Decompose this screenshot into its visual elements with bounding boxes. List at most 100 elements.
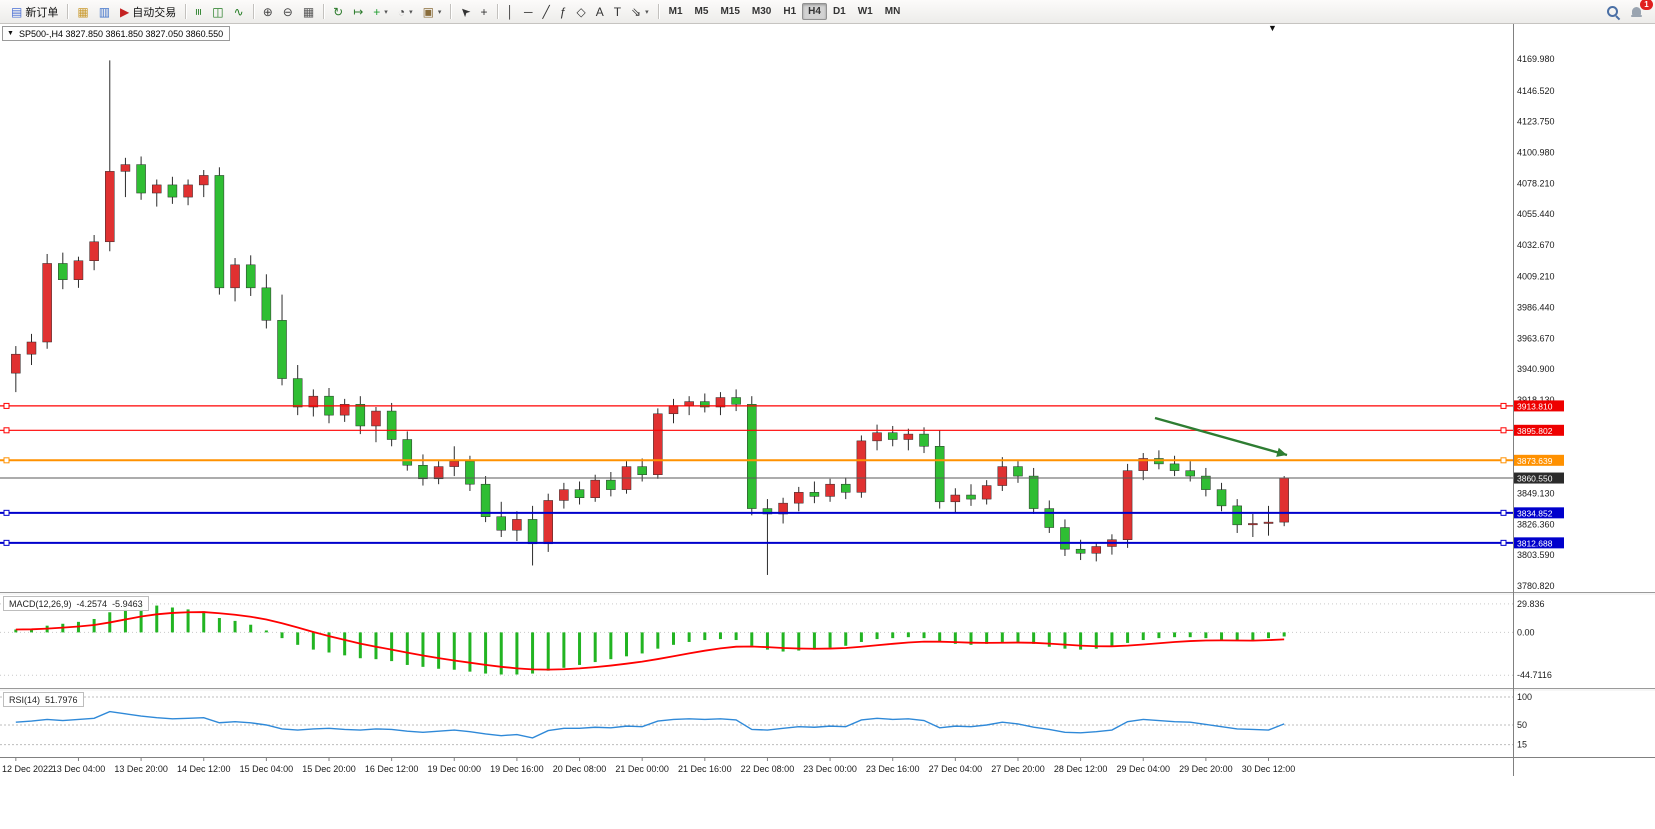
line-handle[interactable] — [3, 402, 10, 409]
periods-button[interactable]: ◔ ▾ — [393, 1, 418, 23]
search-button[interactable] — [1601, 1, 1625, 23]
level-price-badge: 3913.810 — [1514, 400, 1564, 412]
svg-text:3834.852: 3834.852 — [1517, 508, 1553, 518]
rsi-value: 51.7976 — [45, 694, 78, 705]
toolbar-separator — [657, 4, 659, 19]
tf-d1-button[interactable]: D1 — [832, 6, 846, 17]
toolbar-separator — [67, 4, 69, 19]
vertical-line-icon: │ — [506, 4, 515, 19]
line-handle[interactable] — [1500, 509, 1507, 516]
tf-m5-button[interactable]: M5 — [694, 6, 709, 17]
horizontal-line-object[interactable] — [0, 539, 1513, 546]
svg-text:-44.7116: -44.7116 — [1517, 670, 1552, 680]
vertical-line-button[interactable]: │ — [502, 1, 520, 23]
chart-collapse-icon[interactable]: ▼ — [7, 30, 14, 37]
svg-text:29.836: 29.836 — [1517, 599, 1545, 609]
macd-pane — [0, 603, 1513, 676]
tile-windows-button[interactable]: ▦ — [298, 1, 319, 23]
line-handle[interactable] — [1500, 457, 1507, 464]
trendline-button[interactable]: ╱ — [538, 1, 555, 23]
tf-m15-button[interactable]: M15 — [720, 6, 740, 17]
line-handle[interactable] — [3, 539, 10, 546]
horizontal-line-button[interactable]: ─ — [519, 1, 538, 23]
chart-shift-button[interactable]: ↦ — [348, 1, 368, 23]
tf-h4-button[interactable]: H4 — [802, 3, 827, 20]
line-handle[interactable] — [3, 509, 10, 516]
horizontal-line-object[interactable] — [0, 509, 1513, 516]
line-handle[interactable] — [1500, 539, 1507, 546]
tf-m30-button[interactable]: M30 — [751, 6, 772, 17]
toolbar-right: 1 — [1601, 0, 1653, 23]
horizontal-line-object[interactable] — [0, 457, 1513, 464]
svg-text:4169.980: 4169.980 — [1517, 54, 1555, 64]
profiles-button[interactable]: ▥ — [94, 1, 115, 23]
toolbar-separator — [496, 4, 498, 19]
notification-bell-icon — [1630, 5, 1644, 19]
tf-mn-button[interactable]: MN — [884, 6, 901, 17]
zoom-out-button[interactable]: ⊖ — [278, 1, 298, 23]
crosshair-button[interactable]: + — [476, 1, 493, 23]
zoom-in-button[interactable]: ⊕ — [258, 1, 278, 23]
horizontal-line-object[interactable] — [0, 427, 1513, 434]
chart-canvas[interactable]: 4169.980 4146.520 4123.750 4100.980 4078.210… — [0, 24, 1655, 824]
arrows-button[interactable]: ⇘ ▾ — [626, 1, 654, 23]
toolbar-separator — [323, 4, 325, 19]
toolbar-separator — [252, 4, 254, 19]
chart-shift-marker-icon[interactable]: ▼ — [1268, 23, 1277, 33]
line-handle[interactable] — [1500, 427, 1507, 434]
macd-label: MACD(12,26,9) — [9, 598, 72, 609]
tf-m1-button[interactable]: M1 — [668, 6, 683, 17]
tf-h1-button[interactable]: H1 — [783, 6, 797, 17]
svg-text:4009.210: 4009.210 — [1517, 272, 1555, 282]
line-chart-button[interactable]: ∿ — [229, 1, 249, 23]
zoom-out-icon: ⊖ — [282, 4, 293, 19]
horizontal-line-object[interactable] — [0, 402, 1513, 409]
trend-arrow-annotation[interactable] — [1154, 416, 1288, 457]
crosshair-icon: + — [480, 4, 488, 19]
templates-button[interactable]: ▣ ▾ — [418, 1, 447, 23]
svg-text:3918.130: 3918.130 — [1517, 395, 1555, 405]
tf-w1-button[interactable]: W1 — [857, 6, 873, 17]
line-chart-icon: ∿ — [233, 4, 244, 19]
candlestick-chart-button[interactable]: ◫ — [207, 1, 228, 23]
svg-text:3895.802: 3895.802 — [1517, 426, 1553, 436]
svg-text:13 Dec 04:00: 13 Dec 04:00 — [52, 764, 106, 774]
current-price-badge: 3860.550 — [1514, 472, 1564, 484]
horizontal-line-icon: ─ — [524, 4, 533, 19]
rsi-pane — [0, 696, 1513, 746]
svg-text:15: 15 — [1517, 740, 1527, 750]
new-order-button[interactable]: ▤ 新订单 — [6, 1, 63, 23]
autotrading-button[interactable]: ▶ 自动交易 — [115, 1, 181, 23]
svg-text:3849.130: 3849.130 — [1517, 489, 1555, 499]
charts-window-button[interactable]: ▦ — [72, 1, 93, 23]
fibonacci-button[interactable]: ƒ — [555, 1, 572, 23]
svg-text:12 Dec 2022: 12 Dec 2022 — [2, 764, 53, 774]
auto-scroll-button[interactable]: ↻ — [328, 1, 348, 23]
svg-text:15 Dec 04:00: 15 Dec 04:00 — [240, 764, 294, 774]
price-axis[interactable]: 4169.980 4146.520 4123.750 4100.980 4078.210… — [1514, 54, 1564, 750]
bar-chart-button[interactable]: ≡ — [190, 1, 207, 23]
indicators-button[interactable]: + ▾ — [368, 1, 393, 23]
chart-shift-icon: ↦ — [353, 4, 364, 19]
svg-text:30 Dec 12:00: 30 Dec 12:00 — [1242, 764, 1296, 774]
text-label-button[interactable]: T — [609, 1, 626, 23]
shapes-button[interactable]: ◇ — [571, 1, 590, 23]
line-handle[interactable] — [3, 457, 10, 464]
svg-text:3986.440: 3986.440 — [1517, 303, 1555, 313]
autotrading-button-label: 自动交易 — [132, 6, 177, 19]
templates-icon: ▣ — [422, 4, 434, 19]
svg-text:29 Dec 20:00: 29 Dec 20:00 — [1179, 764, 1233, 774]
periods-clock-icon: ◔ — [397, 4, 406, 19]
notifications-button[interactable]: 1 — [1625, 0, 1653, 23]
line-handle[interactable] — [1500, 402, 1507, 409]
trendline-icon: ╱ — [542, 4, 550, 19]
chart-title-box[interactable]: ▼ SP500-,H4 3827.850 3861.850 3827.050 3… — [2, 26, 231, 41]
cursor-button[interactable]: ➤ — [455, 1, 475, 23]
chart-background — [0, 24, 1655, 824]
zoom-in-icon: ⊕ — [262, 4, 273, 19]
line-handle[interactable] — [3, 427, 10, 434]
level-price-badge: 3834.852 — [1514, 507, 1564, 519]
svg-text:27 Dec 04:00: 27 Dec 04:00 — [929, 764, 983, 774]
text-button[interactable]: A — [591, 1, 609, 23]
